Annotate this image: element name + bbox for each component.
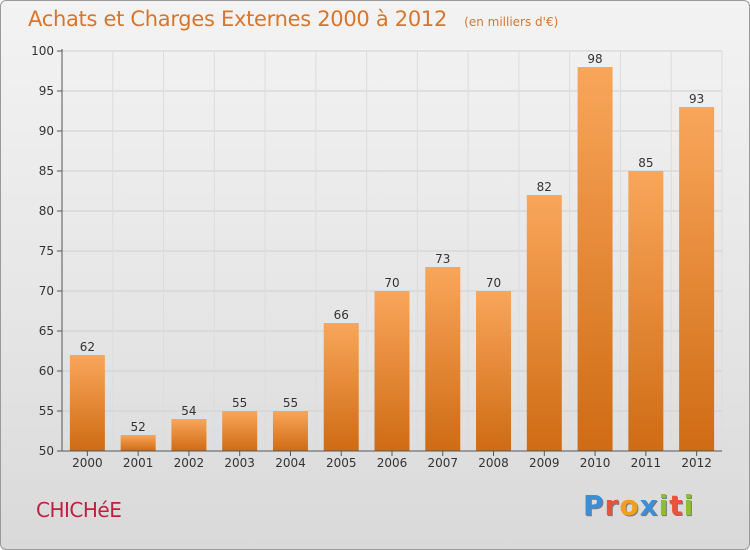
- bar-value-label: 62: [80, 340, 95, 354]
- bar: [476, 291, 512, 451]
- bar: [628, 171, 664, 451]
- bar: [425, 267, 461, 451]
- x-tick-label: 2011: [631, 456, 662, 470]
- brand-letter: o: [619, 489, 640, 522]
- bar-value-label: 73: [435, 252, 450, 266]
- bar-value-label: 55: [283, 396, 298, 410]
- bar: [679, 107, 715, 451]
- bar: [526, 195, 562, 451]
- bar: [272, 411, 308, 451]
- bar-value-label: 54: [181, 404, 196, 418]
- brand-letter: x: [639, 489, 659, 522]
- bar-layer: 62 52 54 55 55 66 70 73 70 82 98 85 93: [69, 52, 715, 451]
- x-tick-label: 2003: [224, 456, 255, 470]
- y-tick-label: 60: [39, 364, 54, 378]
- brand-letter: P: [583, 489, 605, 522]
- bar: [323, 323, 359, 451]
- x-tick-label: 2002: [174, 456, 205, 470]
- y-tick-label: 90: [39, 124, 54, 138]
- x-tick-label: 2004: [275, 456, 306, 470]
- bar-value-label: 70: [486, 276, 501, 290]
- x-tick-label: 2000: [72, 456, 103, 470]
- location-name: CHICHéE: [36, 498, 122, 522]
- bar-value-label: 98: [587, 52, 602, 66]
- x-tick-label: 2007: [427, 456, 458, 470]
- bar-value-label: 70: [384, 276, 399, 290]
- bar-value-label: 93: [689, 92, 704, 106]
- y-tick-label: 75: [39, 244, 54, 258]
- bar-value-label: 82: [537, 180, 552, 194]
- bar: [222, 411, 258, 451]
- y-tick-label: 100: [31, 44, 54, 58]
- bar: [374, 291, 410, 451]
- y-tick-label: 55: [39, 404, 54, 418]
- bar: [577, 67, 613, 451]
- bar-value-label: 55: [232, 396, 247, 410]
- chart-title: Achats et Charges Externes 2000 à 2012: [28, 7, 448, 31]
- y-tick-label: 70: [39, 284, 54, 298]
- y-tick-label: 65: [39, 324, 54, 338]
- x-tick-label: 2009: [529, 456, 560, 470]
- chart-subtitle: (en milliers d'€): [464, 15, 559, 29]
- x-tick-label: 2012: [681, 456, 712, 470]
- x-tick-label: 2005: [326, 456, 357, 470]
- axis-layer: 50 55 60 65 70 75 80 85 90 95 100 2000 2001 2002 2003 2…: [31, 44, 722, 470]
- bar-value-label: 85: [638, 156, 653, 170]
- x-tick-label: 2008: [478, 456, 509, 470]
- bar: [171, 419, 207, 451]
- brand-letter: i: [658, 489, 670, 522]
- bar: [120, 435, 156, 451]
- brand-logo: Proxiti: [583, 489, 694, 522]
- x-tick-label: 2006: [377, 456, 408, 470]
- brand-letter: i: [683, 489, 695, 522]
- bar-value-label: 52: [131, 420, 146, 434]
- x-tick-label: 2010: [580, 456, 611, 470]
- x-tick-label: 2001: [123, 456, 154, 470]
- bar-value-label: 66: [334, 308, 349, 322]
- y-tick-label: 50: [39, 444, 54, 458]
- title-row: Achats et Charges Externes 2000 à 2012 (…: [28, 7, 558, 31]
- y-tick-label: 85: [39, 164, 54, 178]
- brand-letter: r: [604, 489, 620, 522]
- bar: [69, 355, 105, 451]
- y-tick-label: 95: [39, 84, 54, 98]
- y-tick-label: 80: [39, 204, 54, 218]
- brand-letter: t: [669, 489, 684, 522]
